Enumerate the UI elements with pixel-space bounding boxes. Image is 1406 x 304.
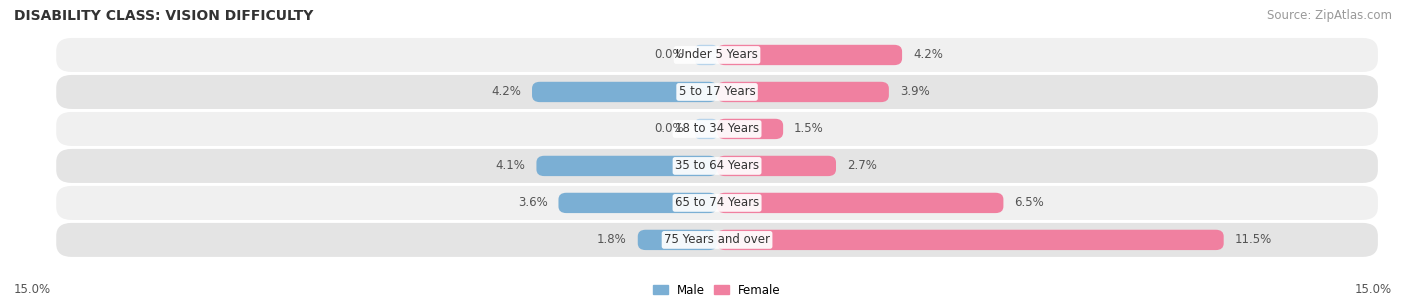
FancyBboxPatch shape (56, 186, 1378, 220)
Text: 1.5%: 1.5% (794, 123, 824, 136)
Text: Source: ZipAtlas.com: Source: ZipAtlas.com (1267, 9, 1392, 22)
FancyBboxPatch shape (56, 149, 1378, 183)
FancyBboxPatch shape (56, 38, 1378, 72)
Text: 4.2%: 4.2% (912, 48, 943, 61)
FancyBboxPatch shape (56, 223, 1378, 257)
Text: 4.1%: 4.1% (495, 159, 526, 172)
FancyBboxPatch shape (558, 193, 717, 213)
Text: 0.0%: 0.0% (654, 123, 685, 136)
FancyBboxPatch shape (56, 112, 1378, 146)
Legend: Male, Female: Male, Female (648, 279, 786, 301)
FancyBboxPatch shape (537, 156, 717, 176)
FancyBboxPatch shape (531, 82, 717, 102)
Text: 15.0%: 15.0% (14, 283, 51, 296)
Text: 3.6%: 3.6% (517, 196, 547, 209)
Text: DISABILITY CLASS: VISION DIFFICULTY: DISABILITY CLASS: VISION DIFFICULTY (14, 9, 314, 23)
Text: 1.8%: 1.8% (598, 233, 627, 247)
FancyBboxPatch shape (695, 119, 717, 139)
FancyBboxPatch shape (638, 230, 717, 250)
Text: 18 to 34 Years: 18 to 34 Years (675, 123, 759, 136)
Text: 35 to 64 Years: 35 to 64 Years (675, 159, 759, 172)
Text: 0.0%: 0.0% (654, 48, 685, 61)
Text: 11.5%: 11.5% (1234, 233, 1272, 247)
Text: 6.5%: 6.5% (1014, 196, 1045, 209)
Text: 3.9%: 3.9% (900, 85, 929, 98)
FancyBboxPatch shape (717, 230, 1223, 250)
FancyBboxPatch shape (717, 156, 837, 176)
FancyBboxPatch shape (717, 82, 889, 102)
Text: 15.0%: 15.0% (1355, 283, 1392, 296)
FancyBboxPatch shape (695, 45, 717, 65)
FancyBboxPatch shape (717, 119, 783, 139)
Text: 75 Years and over: 75 Years and over (664, 233, 770, 247)
FancyBboxPatch shape (56, 75, 1378, 109)
Text: 65 to 74 Years: 65 to 74 Years (675, 196, 759, 209)
Text: 5 to 17 Years: 5 to 17 Years (679, 85, 755, 98)
Text: 4.2%: 4.2% (491, 85, 522, 98)
Text: Under 5 Years: Under 5 Years (676, 48, 758, 61)
FancyBboxPatch shape (717, 193, 1004, 213)
FancyBboxPatch shape (717, 45, 903, 65)
Text: 2.7%: 2.7% (846, 159, 877, 172)
